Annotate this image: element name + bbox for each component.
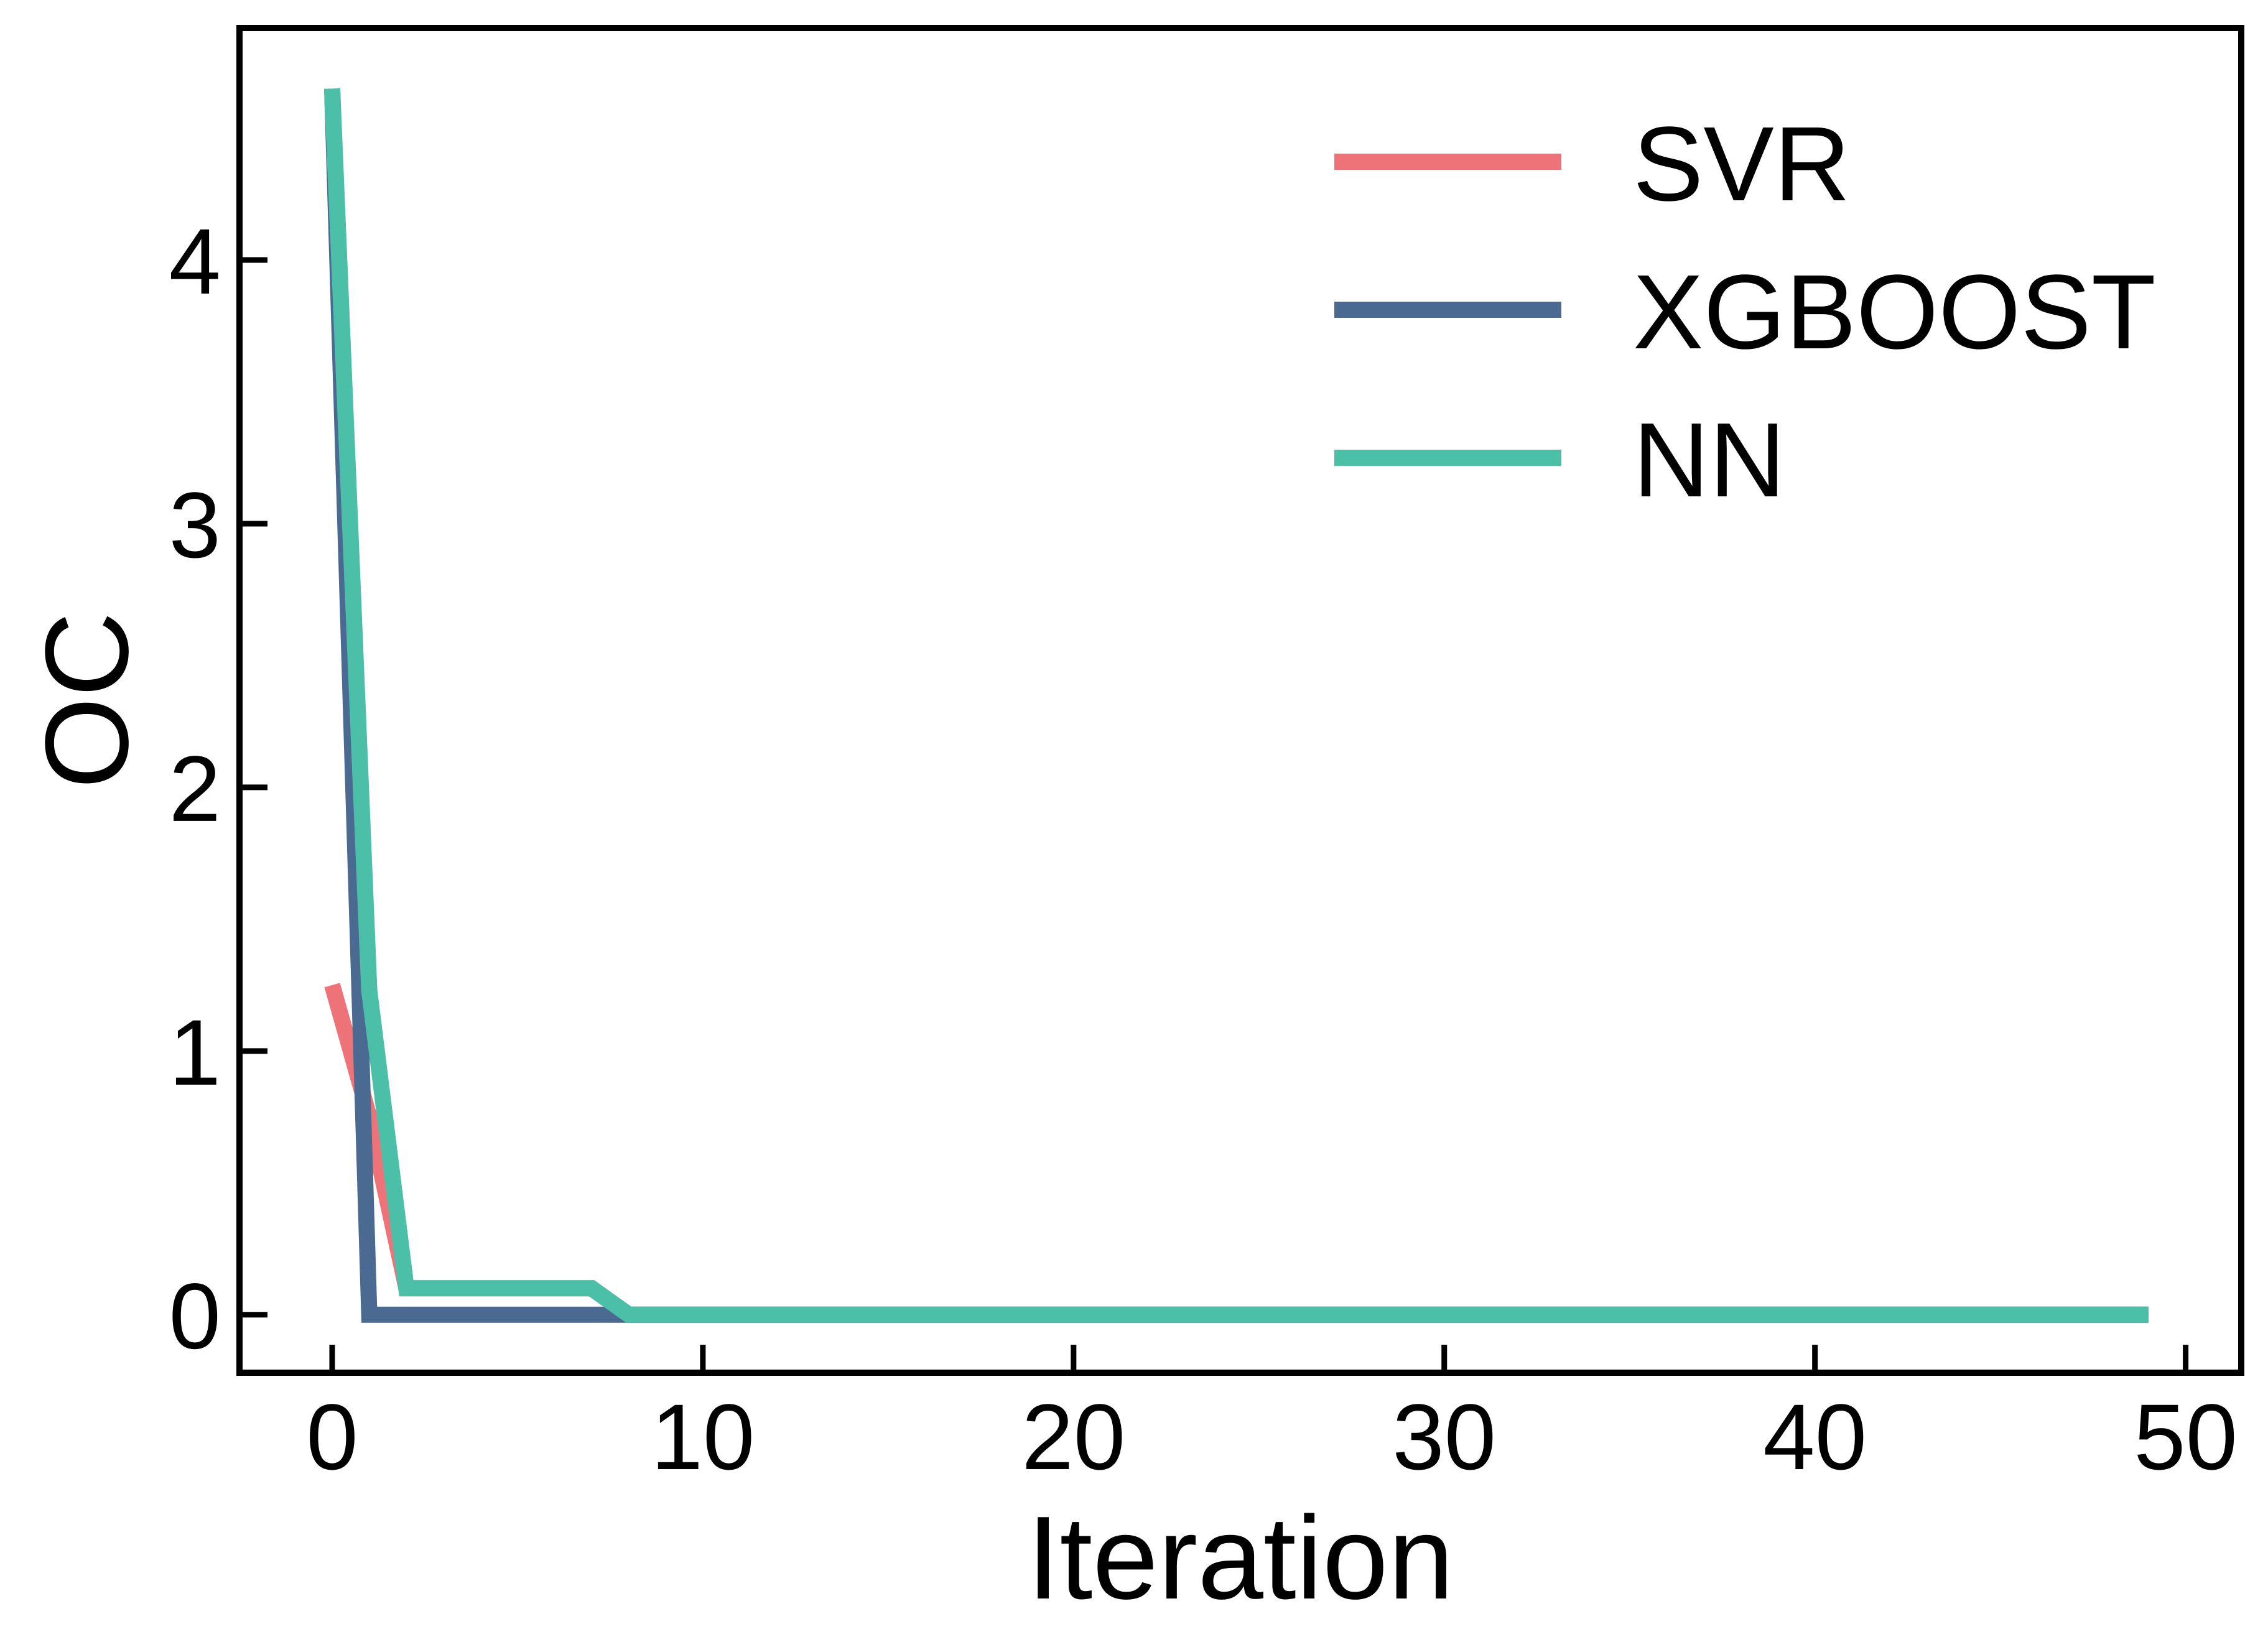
- y-tick-label: 4: [169, 209, 221, 313]
- legend-label-nn: NN: [1633, 401, 1786, 519]
- series-line-nn: [324, 88, 2149, 1323]
- x-tick-label: 20: [1021, 1385, 1125, 1489]
- x-tick-label: 30: [1392, 1385, 1496, 1489]
- plot-frame: [236, 25, 2244, 1376]
- ticks-layer: 0 10 20 30 40 50 0 1 2 3 4: [169, 209, 2238, 1489]
- y-tick-label: 2: [169, 736, 221, 841]
- x-tick-label: 50: [2134, 1385, 2238, 1489]
- series-layer: [324, 88, 2149, 1323]
- y-tick-label: 3: [169, 473, 221, 577]
- x-axis-label: Iteration: [1027, 1492, 1454, 1624]
- x-tick-label: 10: [651, 1385, 755, 1489]
- x-tick-label: 0: [306, 1385, 358, 1489]
- legend-label-xgboost: XGBOOST: [1633, 253, 2156, 371]
- y-tick-label: 0: [169, 1264, 221, 1368]
- y-axis-label: OC: [21, 612, 153, 789]
- legend-label-svr: SVR: [1633, 105, 1851, 223]
- legend: SVR XGBOOST NN: [1334, 105, 2156, 519]
- x-tick-label: 40: [1763, 1385, 1867, 1489]
- y-tick-label: 1: [169, 1000, 221, 1105]
- series-line-svr: [324, 983, 2149, 1323]
